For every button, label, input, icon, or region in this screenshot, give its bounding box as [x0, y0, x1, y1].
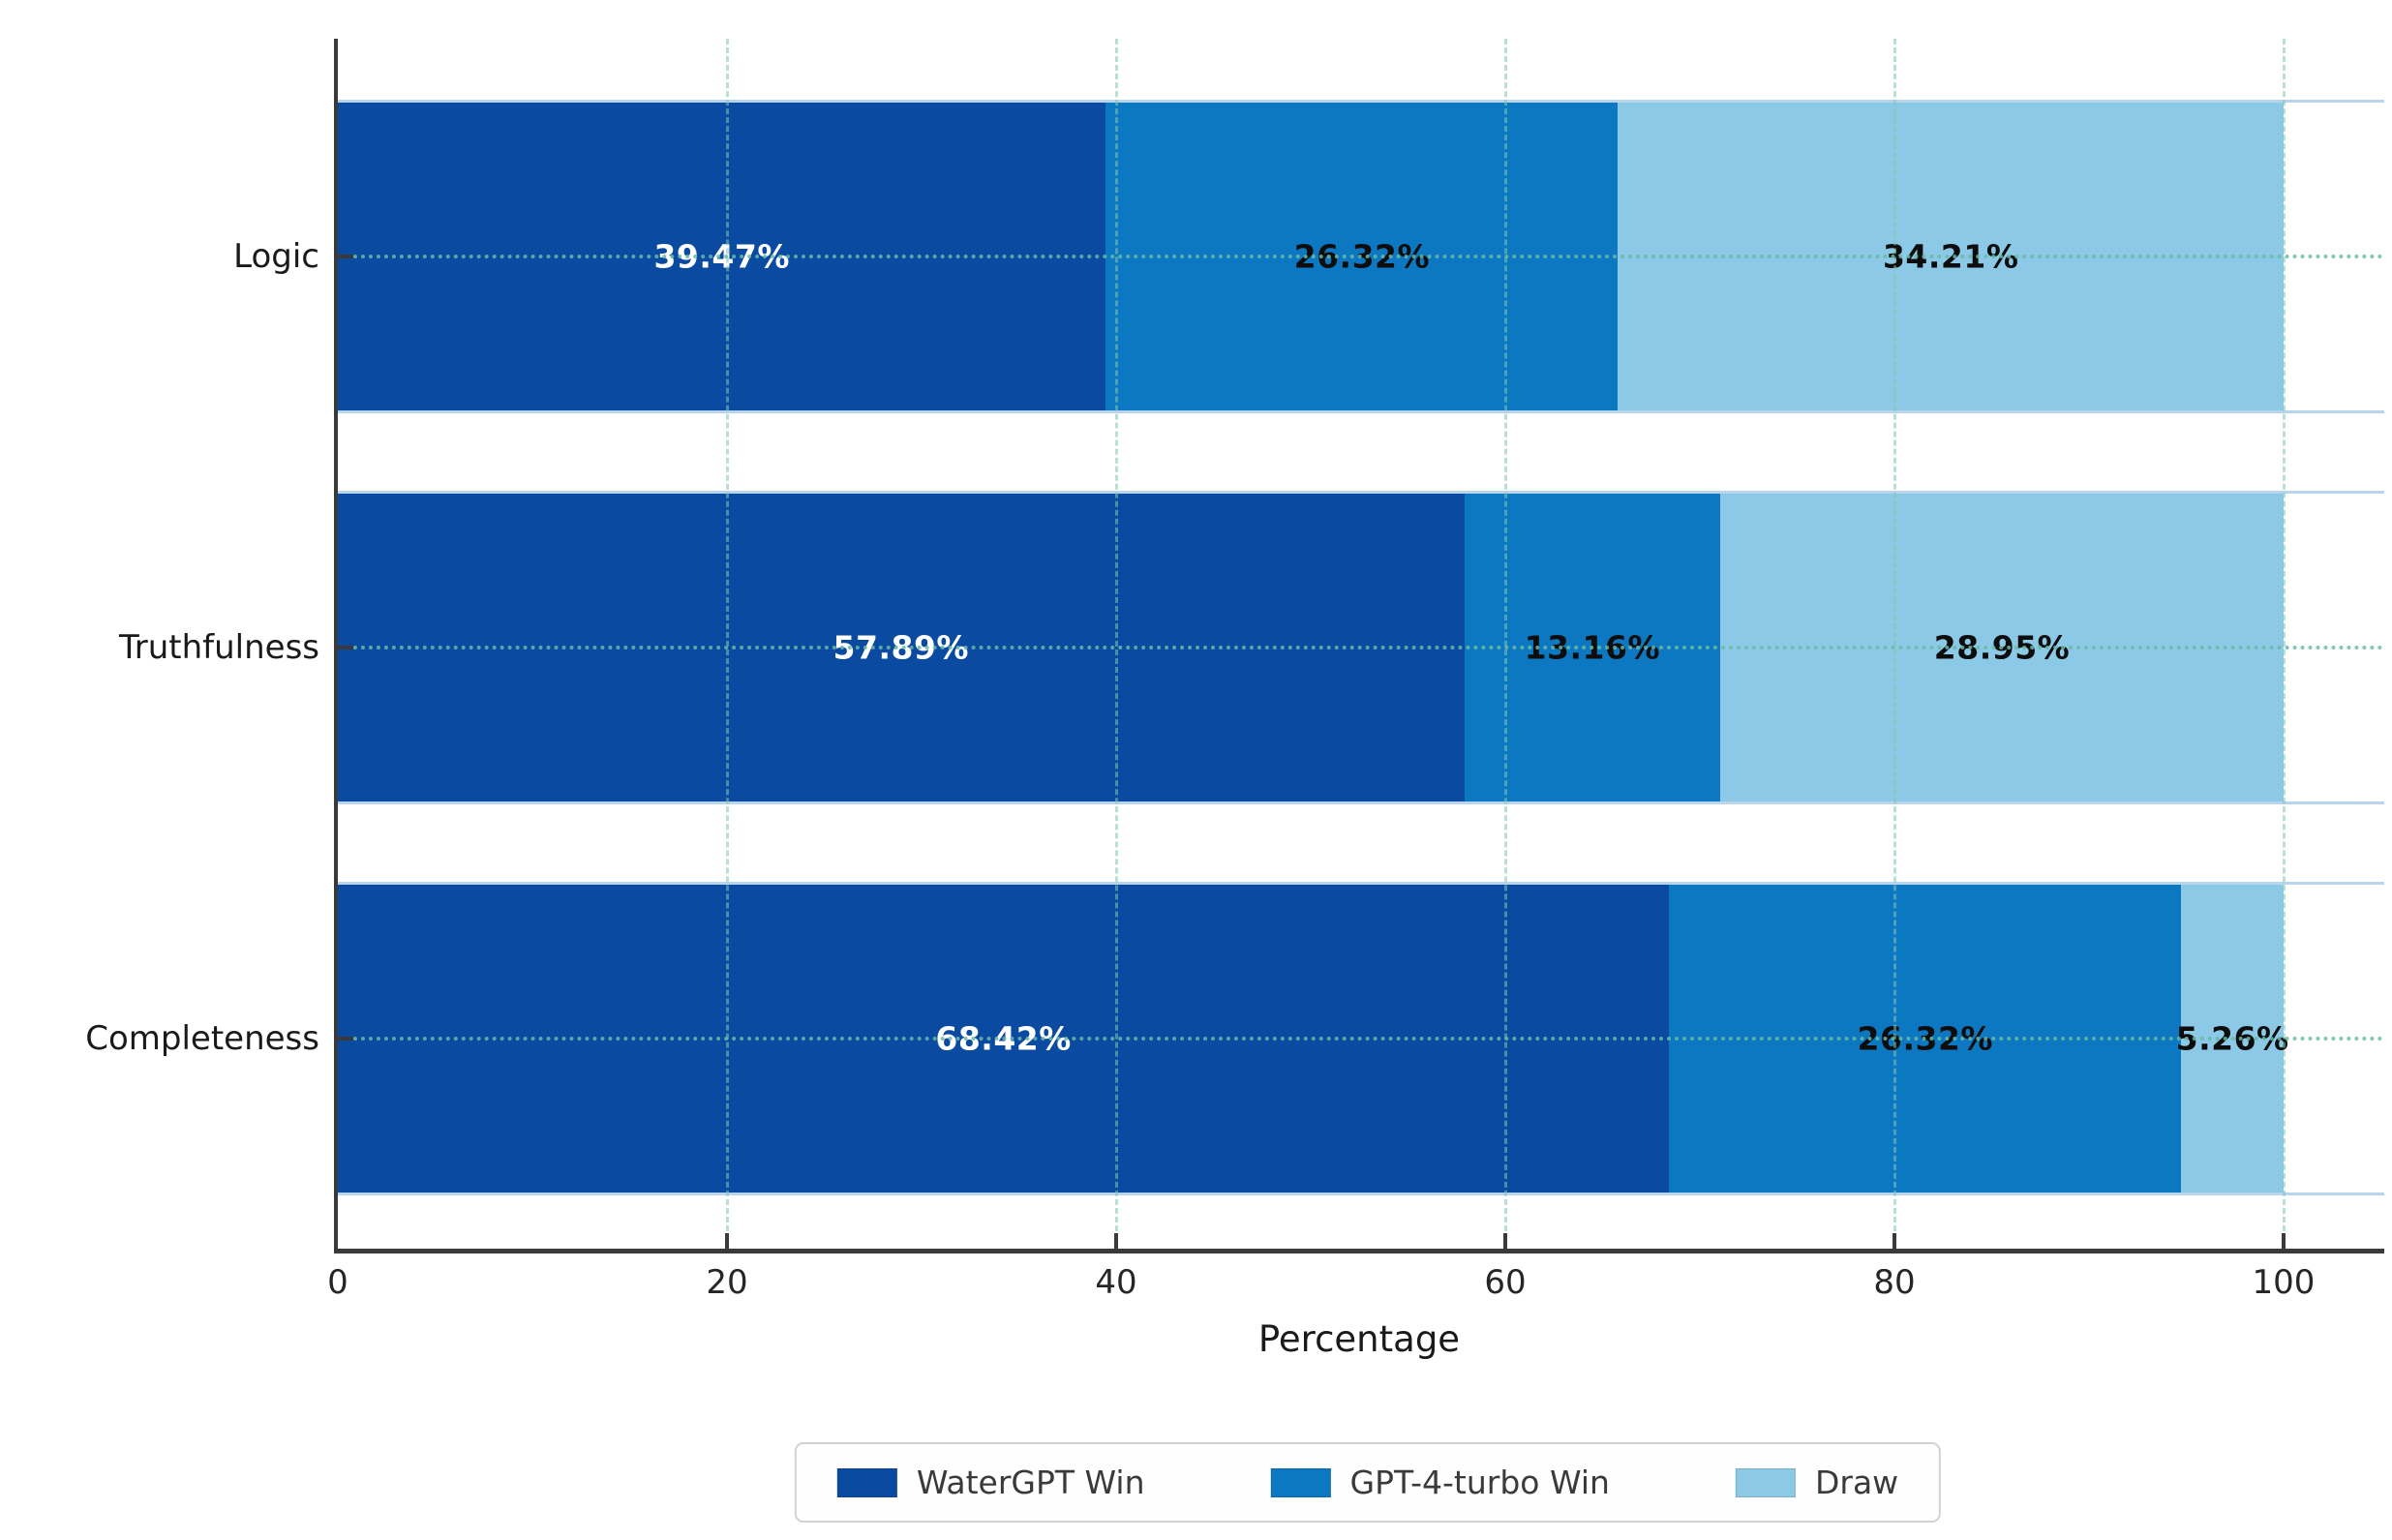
category-dotted-line-truthfulness: [338, 646, 2384, 649]
x-tick-label-60: 60: [1484, 1263, 1527, 1302]
x-tick-80: [1892, 1233, 1896, 1249]
category-label-logic: Logic: [233, 237, 319, 276]
legend-item-watergpt-win: WaterGPT Win: [836, 1464, 1145, 1501]
x-tick-40: [1114, 1233, 1118, 1249]
gridline-x-80: [1892, 39, 1896, 1249]
category-label-completeness: Completeness: [85, 1019, 319, 1058]
legend-swatch-watergpt-win: [836, 1467, 897, 1497]
legend-item-gpt-4-turbo-win: GPT-4-turbo Win: [1270, 1464, 1610, 1501]
legend: WaterGPT Win GPT-4-turbo Win Draw: [794, 1442, 1942, 1523]
y-tick-logic: [338, 255, 353, 258]
x-tick-100: [2282, 1233, 2286, 1249]
category-label-truthfulness: Truthfulness: [118, 628, 319, 667]
gridline-x-100: [2282, 39, 2286, 1249]
plot-inner: 39.47% 26.32% 34.21% 57.89% 13.16% 28.95% 68.4…: [338, 39, 2384, 1249]
gridline-x-20: [725, 39, 729, 1249]
gridline-x-60: [1503, 39, 1507, 1249]
x-tick-label-80: 80: [1873, 1263, 1916, 1302]
legend-item-draw: Draw: [1735, 1464, 1899, 1501]
x-tick-20: [725, 1233, 729, 1249]
x-tick-label-20: 20: [706, 1263, 748, 1302]
x-tick-label-0: 0: [327, 1263, 348, 1302]
legend-label-draw: Draw: [1814, 1464, 1899, 1501]
x-tick-label-40: 40: [1095, 1263, 1137, 1302]
gridline-x-40: [1114, 39, 1118, 1249]
legend-swatch-draw: [1735, 1467, 1796, 1497]
y-tick-completeness: [338, 1037, 353, 1041]
legend-label-gpt-4-turbo-win: GPT-4-turbo Win: [1349, 1464, 1610, 1501]
plot-area: 39.47% 26.32% 34.21% 57.89% 13.16% 28.95% 68.4…: [334, 39, 2384, 1253]
x-axis-title: Percentage: [1257, 1318, 1461, 1360]
y-tick-truthfulness: [338, 646, 353, 649]
category-dotted-line-completeness: [338, 1037, 2384, 1041]
legend-swatch-gpt-4-turbo-win: [1270, 1467, 1331, 1497]
legend-label-watergpt-win: WaterGPT Win: [916, 1464, 1145, 1501]
x-tick-label-100: 100: [2252, 1263, 2316, 1302]
category-dotted-line-logic: [338, 255, 2384, 258]
x-tick-60: [1503, 1233, 1507, 1249]
